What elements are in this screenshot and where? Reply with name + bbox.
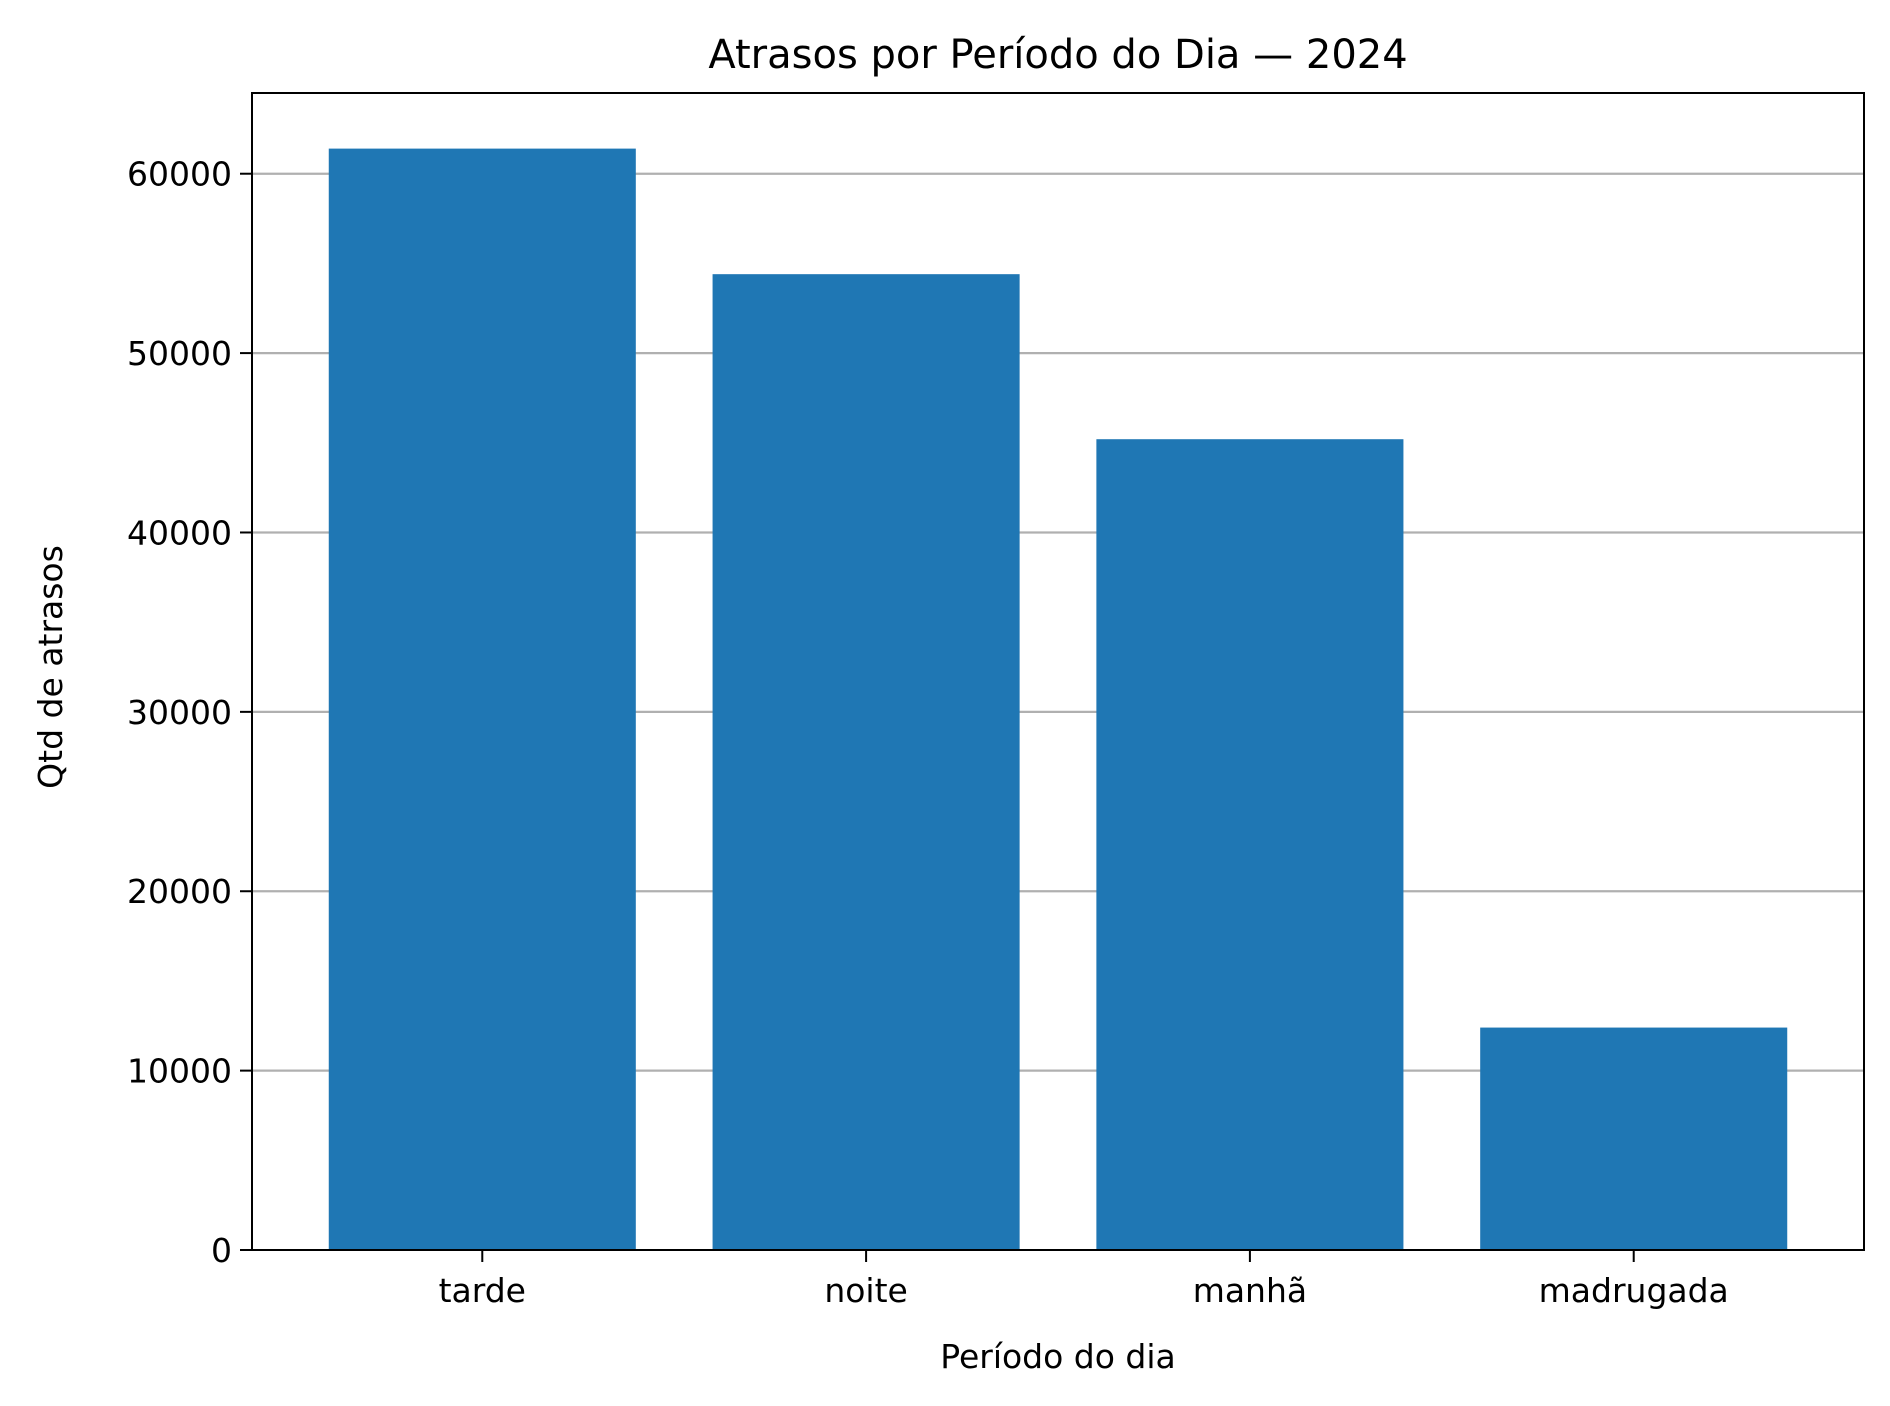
bar-manhã: [1096, 439, 1404, 1250]
bar-noite: [712, 274, 1020, 1250]
y-tick-label: 50000: [127, 334, 232, 373]
y-tick-label: 60000: [127, 155, 232, 194]
x-tick-label: manhã: [1193, 1271, 1307, 1310]
x-tick-label: tarde: [439, 1271, 526, 1310]
x-axis-label: Período do dia: [940, 1337, 1176, 1376]
x-tick-label: noite: [824, 1271, 908, 1310]
y-tick-label: 10000: [127, 1052, 232, 1091]
plot-frame: [251, 92, 1865, 1251]
bars: [328, 148, 1788, 1250]
y-tick-label: 20000: [127, 872, 232, 911]
y-tick-label: 0: [211, 1231, 232, 1270]
x-tick-label: madrugada: [1539, 1271, 1729, 1310]
bar-tarde: [328, 148, 636, 1250]
bar-madrugada: [1480, 1027, 1788, 1250]
y-tick-label: 30000: [127, 693, 232, 732]
chart-title: Atrasos por Período do Dia — 2024: [708, 32, 1407, 78]
y-axis-label: Qtd de atrasos: [31, 545, 70, 789]
x-axis-ticks: tarde noite manhã madrugada: [439, 1250, 1729, 1310]
y-tick-label: 40000: [127, 513, 232, 552]
y-axis-ticks: 0 10000 20000 30000 40000 50000 60000: [127, 155, 252, 1270]
